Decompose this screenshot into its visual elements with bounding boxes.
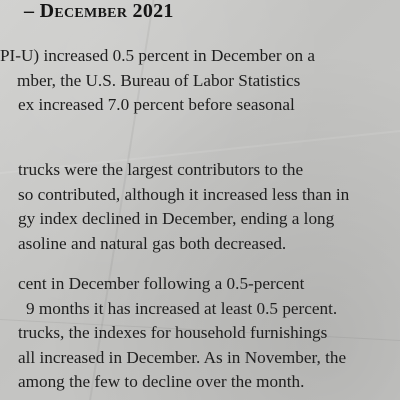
text-line: ex increased 7.0 percent before seasonal — [18, 95, 295, 114]
paragraph-3: cent in December following a 0.5-percent… — [0, 272, 346, 395]
text-line: all increased in December. As in Novembe… — [18, 347, 347, 367]
paragraph-1: PI-U) increased 0.5 percent in December … — [0, 44, 315, 118]
text-line: among the few to decline over the month. — [18, 372, 305, 391]
text-line: trucks, the indexes for household furnis… — [18, 323, 328, 342]
text-line: PI-U) increased 0.5 percent in December … — [0, 46, 315, 65]
text-line: mber, the U.S. Bureau of Labor Statistic… — [17, 70, 301, 90]
text-line: 9 months it has increased at least 0.5 p… — [26, 298, 338, 318]
text-line: cent in December following a 0.5-percent — [18, 274, 305, 293]
text-line: so contributed, although it increased le… — [18, 184, 350, 204]
text-line: trucks were the largest contributors to … — [18, 160, 304, 179]
paragraph-2: trucks were the largest contributors to … — [0, 158, 349, 256]
text-line: asoline and natural gas both decreased. — [18, 233, 287, 253]
text-line: gy index declined in December, ending a … — [18, 209, 335, 228]
document-heading: – December 2021 — [24, 0, 174, 22]
